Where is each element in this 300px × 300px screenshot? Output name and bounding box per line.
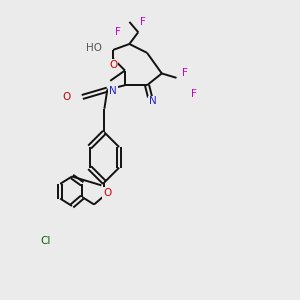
Text: F: F xyxy=(191,89,197,99)
Text: O: O xyxy=(62,92,70,102)
Text: N: N xyxy=(149,96,157,106)
Text: O: O xyxy=(103,188,111,198)
Text: F: F xyxy=(182,68,188,78)
Text: Cl: Cl xyxy=(40,236,51,246)
Text: F: F xyxy=(115,27,121,37)
Text: N: N xyxy=(109,86,117,96)
Text: O: O xyxy=(109,60,117,70)
Text: F: F xyxy=(140,17,146,27)
Text: HO: HO xyxy=(86,44,102,53)
